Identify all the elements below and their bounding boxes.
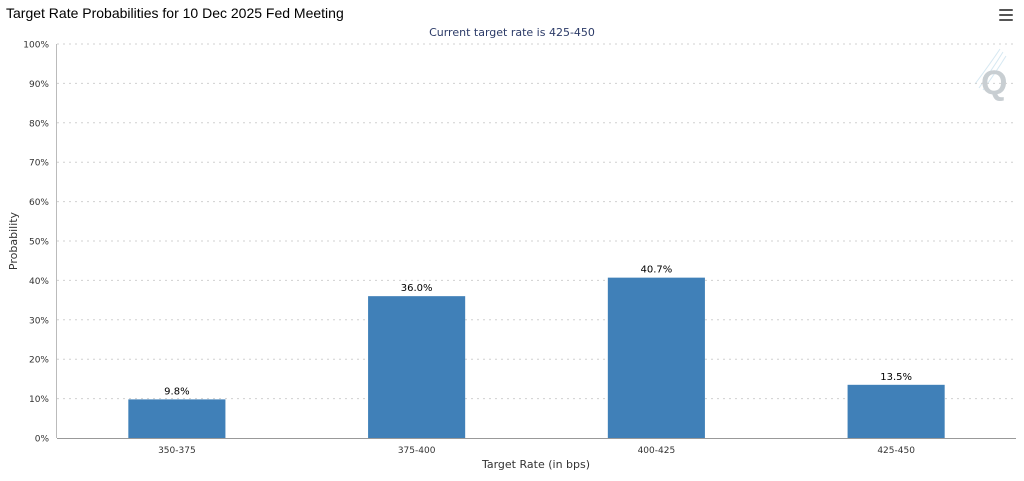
y-tick-label: 50%	[29, 238, 49, 248]
bar-data-label: 40.7%	[640, 265, 672, 276]
y-tick-label: 40%	[29, 277, 49, 287]
bar-data-labels: 9.8% 36.0% 40.7% 13.5%	[164, 265, 912, 398]
gridlines	[57, 43, 1016, 400]
y-tick-label: 80%	[29, 119, 49, 129]
y-tick-label: 30%	[29, 316, 49, 326]
x-tick-label: 375-400	[398, 446, 436, 456]
bars	[128, 277, 945, 438]
bar-data-label: 36.0%	[401, 283, 433, 294]
y-axis-ticks: 0% 10% 20% 30% 40% 50% 60% 70% 80% 90% 100%	[23, 41, 49, 445]
x-tick-label: 350-375	[158, 446, 196, 456]
y-tick-label: 70%	[29, 159, 49, 169]
chart-subtitle: Current target rate is 425-450	[429, 26, 595, 39]
y-tick-label: 0%	[35, 435, 50, 445]
y-tick-label: 20%	[29, 356, 49, 366]
y-tick-label: 100%	[23, 41, 49, 51]
y-axis-title: Probability	[7, 211, 20, 270]
bar-data-label: 13.5%	[880, 372, 912, 383]
q-logo-icon: Q	[965, 44, 1015, 102]
bar-375-400[interactable]	[368, 296, 466, 438]
bar-data-label: 9.8%	[164, 386, 189, 397]
y-tick-label: 60%	[29, 198, 49, 208]
chart-title: Target Rate Probabilities for 10 Dec 202…	[6, 5, 344, 21]
x-axis-ticks: 350-375 375-400 400-425 425-450	[158, 446, 915, 456]
bar-350-375[interactable]	[128, 399, 226, 438]
bar-400-425[interactable]	[607, 277, 705, 438]
x-axis-title: Target Rate (in bps)	[481, 458, 590, 471]
x-tick-label: 425-450	[877, 446, 915, 456]
hamburger-menu-icon[interactable]	[996, 6, 1016, 24]
y-tick-label: 90%	[29, 80, 49, 90]
bar-425-450[interactable]	[847, 384, 945, 438]
y-tick-label: 10%	[29, 395, 49, 405]
x-tick-label: 400-425	[638, 446, 676, 456]
